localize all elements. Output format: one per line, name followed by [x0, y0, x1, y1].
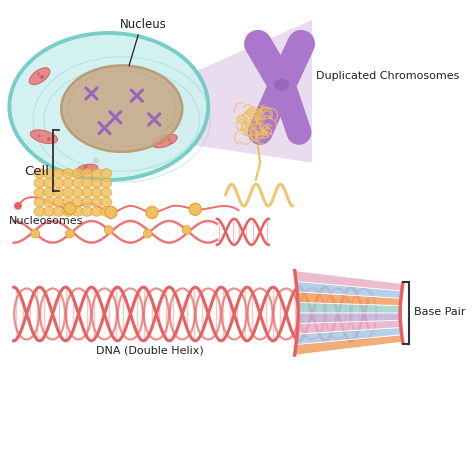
- Circle shape: [105, 206, 117, 218]
- Circle shape: [93, 157, 99, 163]
- Ellipse shape: [44, 188, 55, 197]
- Circle shape: [14, 202, 22, 210]
- Ellipse shape: [82, 188, 93, 197]
- Ellipse shape: [34, 188, 45, 197]
- Ellipse shape: [100, 207, 112, 216]
- Circle shape: [64, 202, 76, 214]
- Circle shape: [166, 140, 169, 143]
- Circle shape: [31, 229, 40, 238]
- Ellipse shape: [82, 207, 93, 216]
- Text: Duplicated Chromosomes: Duplicated Chromosomes: [316, 71, 460, 81]
- Ellipse shape: [61, 66, 182, 152]
- Circle shape: [160, 137, 163, 140]
- Ellipse shape: [100, 188, 112, 197]
- Circle shape: [182, 226, 191, 234]
- Circle shape: [44, 136, 47, 139]
- Ellipse shape: [63, 207, 74, 216]
- Ellipse shape: [53, 169, 64, 178]
- Text: Nucleosomes: Nucleosomes: [9, 216, 84, 226]
- Polygon shape: [298, 302, 401, 313]
- Text: Nucleus: Nucleus: [120, 18, 167, 31]
- Text: DNA (Double Helix): DNA (Double Helix): [96, 346, 203, 356]
- Ellipse shape: [100, 169, 112, 178]
- Circle shape: [104, 226, 113, 234]
- Circle shape: [169, 140, 172, 143]
- Ellipse shape: [63, 169, 74, 178]
- Ellipse shape: [91, 188, 102, 197]
- Ellipse shape: [63, 178, 74, 188]
- Ellipse shape: [72, 197, 83, 207]
- Circle shape: [41, 76, 44, 80]
- Polygon shape: [297, 292, 401, 306]
- Circle shape: [88, 170, 91, 173]
- Circle shape: [143, 229, 152, 238]
- Ellipse shape: [44, 207, 55, 216]
- Ellipse shape: [34, 197, 45, 207]
- Ellipse shape: [91, 178, 102, 188]
- Ellipse shape: [82, 178, 93, 188]
- Polygon shape: [297, 320, 401, 334]
- Circle shape: [41, 76, 44, 80]
- Polygon shape: [296, 281, 402, 298]
- Ellipse shape: [82, 197, 93, 207]
- Circle shape: [189, 203, 201, 215]
- Circle shape: [42, 135, 45, 138]
- Circle shape: [86, 169, 89, 172]
- Ellipse shape: [44, 169, 55, 178]
- Ellipse shape: [29, 68, 50, 85]
- Ellipse shape: [30, 130, 57, 144]
- Ellipse shape: [274, 79, 289, 91]
- Text: Cell: Cell: [25, 165, 49, 178]
- Ellipse shape: [72, 188, 83, 197]
- Circle shape: [157, 139, 160, 142]
- Ellipse shape: [34, 169, 45, 178]
- Polygon shape: [165, 20, 312, 162]
- Text: Base Pair: Base Pair: [414, 307, 465, 317]
- Circle shape: [65, 229, 74, 238]
- Polygon shape: [298, 313, 401, 324]
- Circle shape: [44, 76, 47, 79]
- Polygon shape: [295, 271, 403, 291]
- Ellipse shape: [100, 197, 112, 207]
- Ellipse shape: [53, 207, 64, 216]
- Circle shape: [36, 135, 39, 138]
- Ellipse shape: [153, 134, 177, 148]
- Ellipse shape: [53, 197, 64, 207]
- Ellipse shape: [63, 188, 74, 197]
- Polygon shape: [296, 328, 402, 344]
- Circle shape: [48, 134, 51, 137]
- Ellipse shape: [44, 178, 55, 188]
- Ellipse shape: [34, 207, 45, 216]
- Ellipse shape: [91, 169, 102, 178]
- Ellipse shape: [76, 164, 98, 174]
- Ellipse shape: [44, 197, 55, 207]
- Ellipse shape: [72, 178, 83, 188]
- Circle shape: [88, 170, 91, 173]
- Ellipse shape: [34, 178, 45, 188]
- Polygon shape: [295, 335, 403, 355]
- Ellipse shape: [91, 197, 102, 207]
- Circle shape: [91, 169, 94, 172]
- Ellipse shape: [53, 178, 64, 188]
- Ellipse shape: [91, 207, 102, 216]
- Ellipse shape: [9, 33, 208, 180]
- Ellipse shape: [72, 169, 83, 178]
- Ellipse shape: [63, 197, 74, 207]
- Ellipse shape: [82, 169, 93, 178]
- Ellipse shape: [72, 207, 83, 216]
- Ellipse shape: [53, 188, 64, 197]
- Circle shape: [37, 73, 41, 76]
- Circle shape: [146, 206, 158, 218]
- Ellipse shape: [100, 178, 112, 188]
